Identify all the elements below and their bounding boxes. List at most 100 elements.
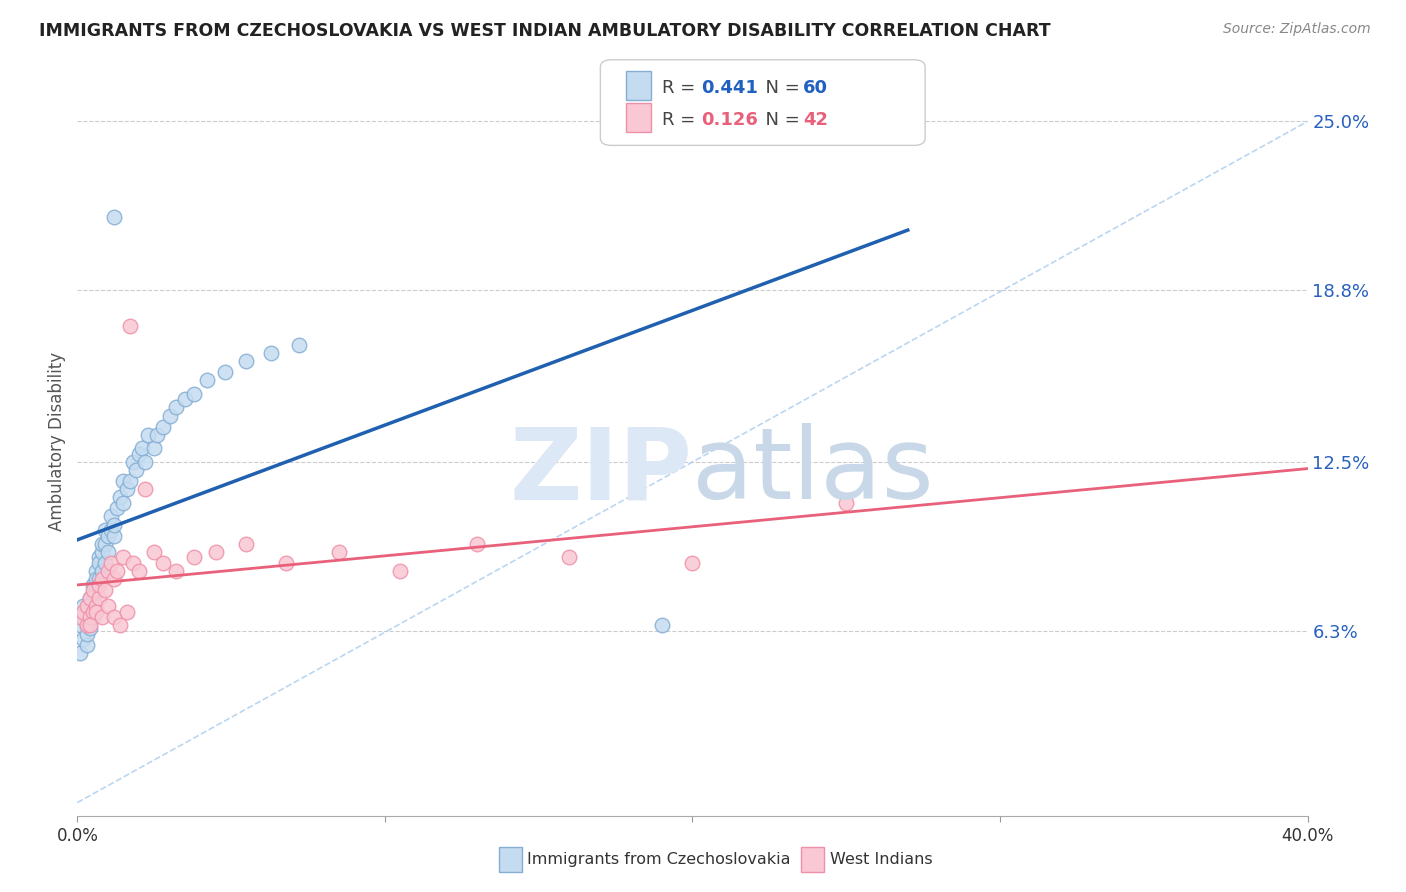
Point (128, 564, 150, 578)
Point (465, 537, 488, 551)
Point (97, 564, 120, 578)
Point (79, 591, 101, 606)
Point (328, 545, 350, 559)
Point (94, 537, 117, 551)
Point (110, 491, 132, 505)
Point (103, 610, 125, 624)
Point (79, 621, 101, 635)
Point (72, 605, 94, 619)
Point (152, 556, 174, 570)
Point (79, 610, 101, 624)
Point (97, 545, 120, 559)
Point (82, 610, 104, 624)
Point (97, 599, 120, 614)
Point (84, 605, 107, 619)
Point (76, 599, 98, 614)
Text: West Indians: West Indians (830, 853, 932, 867)
Point (90, 572, 114, 586)
Point (84, 564, 107, 578)
Point (112, 496, 135, 510)
Text: 60: 60 (803, 79, 828, 97)
Point (125, 463, 148, 477)
Point (288, 338, 311, 352)
Point (82, 599, 104, 614)
Point (94, 523, 117, 537)
Point (105, 564, 128, 578)
Point (143, 545, 166, 559)
Text: 0.126: 0.126 (702, 112, 758, 129)
Point (84, 582, 107, 597)
Point (143, 442, 166, 456)
Point (146, 427, 169, 442)
Point (72, 599, 94, 614)
Text: IMMIGRANTS FROM CZECHOSLOVAKIA VS WEST INDIAN AMBULATORY DISABILITY CORRELATION : IMMIGRANTS FROM CZECHOSLOVAKIA VS WEST I… (39, 22, 1052, 40)
Point (87, 591, 110, 606)
Point (276, 556, 298, 570)
Point (159, 409, 181, 423)
Point (100, 509, 122, 524)
Text: 0.441: 0.441 (702, 79, 758, 97)
Point (87, 577, 110, 591)
Point (103, 517, 125, 532)
Point (112, 550, 135, 565)
Point (389, 564, 412, 578)
Point (82, 605, 104, 619)
Point (94, 556, 117, 570)
Point (87, 572, 110, 586)
Point (204, 545, 226, 559)
Point (79, 591, 101, 606)
Y-axis label: Ambulatory Disability: Ambulatory Disability (48, 352, 66, 531)
Point (682, 556, 704, 570)
Point (134, 482, 156, 496)
Text: ZIP: ZIP (509, 423, 693, 520)
Point (103, 210, 125, 224)
Point (76, 638, 98, 652)
Point (79, 618, 101, 632)
Point (84, 572, 107, 586)
Point (103, 572, 125, 586)
Point (651, 618, 673, 632)
Point (100, 523, 122, 537)
Text: atlas: atlas (693, 423, 934, 520)
Point (165, 401, 187, 415)
Point (82, 582, 104, 597)
Point (134, 455, 156, 469)
Point (115, 482, 138, 496)
Text: N =: N = (754, 79, 806, 97)
Point (112, 474, 135, 488)
Point (90, 537, 114, 551)
Point (87, 556, 110, 570)
Text: Immigrants from Czechoslovakia: Immigrants from Czechoslovakia (527, 853, 790, 867)
Point (165, 564, 187, 578)
Point (97, 528, 120, 542)
Point (118, 474, 141, 488)
Point (76, 626, 98, 640)
Point (79, 605, 101, 619)
Point (82, 577, 104, 591)
Point (174, 392, 197, 407)
Point (214, 365, 236, 379)
Point (118, 318, 141, 333)
Point (235, 354, 257, 368)
Point (72, 610, 94, 624)
Point (72, 632, 94, 646)
Text: N =: N = (754, 112, 806, 129)
Point (131, 442, 153, 456)
Point (76, 605, 98, 619)
Point (128, 447, 150, 461)
Point (69, 610, 91, 624)
Point (94, 582, 117, 597)
Point (152, 419, 174, 434)
Point (105, 501, 128, 516)
Point (183, 387, 205, 401)
Point (195, 373, 218, 387)
Point (136, 427, 159, 442)
Point (87, 550, 110, 565)
Point (121, 455, 143, 469)
Point (82, 591, 104, 606)
Point (90, 610, 114, 624)
Point (103, 528, 125, 542)
Point (183, 550, 205, 565)
Point (260, 346, 283, 360)
Text: R =: R = (662, 112, 702, 129)
